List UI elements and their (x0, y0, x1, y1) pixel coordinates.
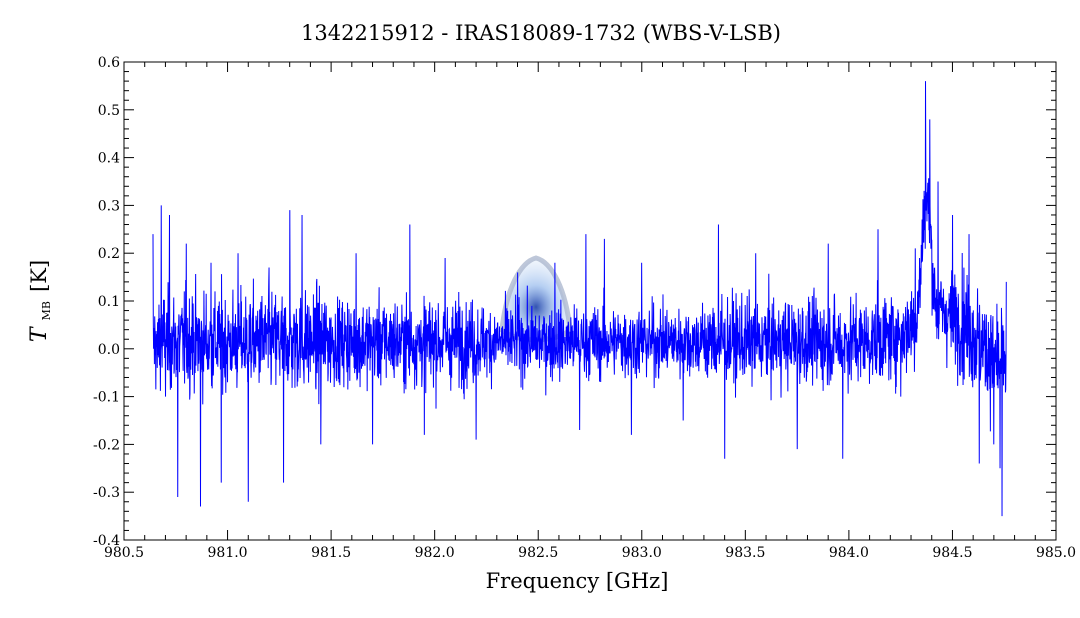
y-tick-label: 0.3 (98, 198, 120, 214)
axis-tick-labels: 980.5 981.0 981.5 982.0 982.5 983.0 983.5 984.0… (93, 55, 1076, 561)
y-axis-subscript: MB (40, 301, 53, 320)
x-tick-label: 980.5 (104, 545, 144, 561)
y-tick-label: -0.4 (93, 533, 120, 549)
y-tick-label: 0.1 (98, 294, 120, 310)
y-tick-label: -0.3 (93, 485, 120, 501)
x-tick-label: 984.5 (932, 545, 972, 561)
chart-title: 1342215912 - IRAS18089-1732 (WBS-V-LSB) (301, 21, 781, 45)
x-tick-label: 983.5 (725, 545, 765, 561)
x-tick-label: 981.5 (311, 545, 351, 561)
y-axis-title: T MB [K] (27, 260, 54, 342)
plot-frame (123, 61, 1057, 541)
y-tick-label: -0.2 (93, 437, 120, 453)
x-tick-label: 982.5 (518, 545, 558, 561)
spectrum-series-line (152, 81, 1007, 517)
y-tick-label: 0.0 (98, 342, 120, 358)
y-tick-label: 0.4 (98, 151, 120, 167)
x-tick-label: 981.0 (208, 545, 248, 561)
x-tick-label: 982.0 (415, 545, 455, 561)
y-tick-label: -0.1 (93, 390, 120, 406)
x-tick-label: 984.0 (829, 545, 869, 561)
y-axis-symbol: T (27, 325, 52, 342)
y-axis-unit: [K] (27, 260, 51, 292)
axis-ticks (123, 61, 1057, 541)
x-tick-label: 983.0 (622, 545, 662, 561)
y-tick-label: 0.2 (98, 246, 120, 262)
x-tick-label: 985.0 (1036, 545, 1076, 561)
y-tick-label: 0.5 (98, 103, 120, 119)
x-axis-title: Frequency [GHz] (486, 569, 669, 593)
y-tick-label: 0.6 (98, 55, 120, 71)
